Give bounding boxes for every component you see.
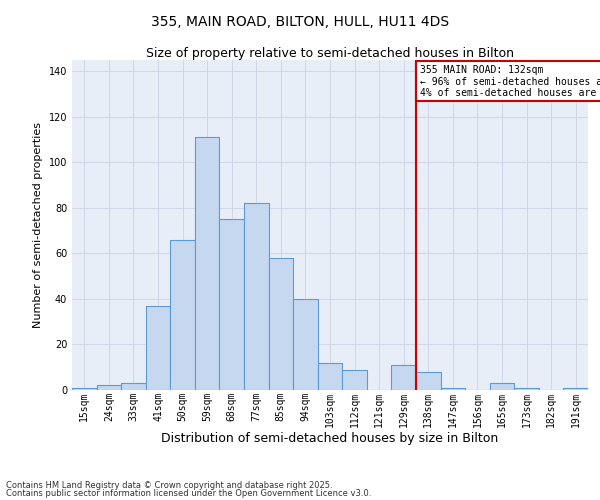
Bar	[293, 299, 318, 390]
Bar	[97, 386, 121, 390]
Bar	[244, 204, 269, 390]
Bar	[220, 220, 244, 390]
Bar	[195, 138, 220, 390]
X-axis label: Distribution of semi-detached houses by size in Bilton: Distribution of semi-detached houses by …	[161, 432, 499, 445]
Title: Size of property relative to semi-detached houses in Bilton: Size of property relative to semi-detach…	[146, 47, 514, 60]
Text: 355, MAIN ROAD, BILTON, HULL, HU11 4DS: 355, MAIN ROAD, BILTON, HULL, HU11 4DS	[151, 15, 449, 29]
Bar	[72, 388, 97, 390]
Y-axis label: Number of semi-detached properties: Number of semi-detached properties	[33, 122, 43, 328]
Bar	[563, 388, 588, 390]
Bar	[269, 258, 293, 390]
Text: Contains public sector information licensed under the Open Government Licence v3: Contains public sector information licen…	[6, 489, 371, 498]
Bar	[440, 388, 465, 390]
Text: Contains HM Land Registry data © Crown copyright and database right 2025.: Contains HM Land Registry data © Crown c…	[6, 480, 332, 490]
Bar	[416, 372, 440, 390]
Text: 355 MAIN ROAD: 132sqm
← 96% of semi-detached houses are smaller (497)
4% of semi: 355 MAIN ROAD: 132sqm ← 96% of semi-deta…	[419, 64, 600, 98]
Bar	[170, 240, 195, 390]
Bar	[318, 362, 342, 390]
Bar	[146, 306, 170, 390]
Bar	[342, 370, 367, 390]
Bar	[391, 365, 416, 390]
Bar	[121, 383, 146, 390]
Bar	[514, 388, 539, 390]
Bar	[490, 383, 514, 390]
